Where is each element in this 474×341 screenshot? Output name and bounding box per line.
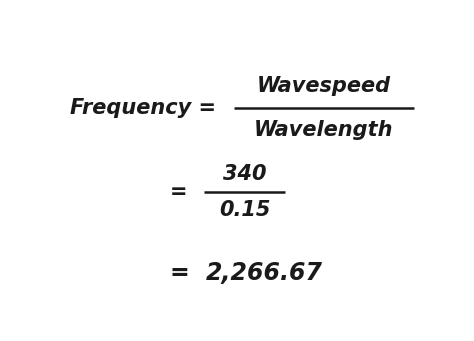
Text: =: =	[169, 261, 189, 285]
Text: 2,266.67: 2,266.67	[206, 261, 323, 285]
Text: 0.15: 0.15	[219, 200, 271, 220]
Text: Wavespeed: Wavespeed	[257, 76, 391, 95]
Text: 340: 340	[223, 164, 266, 183]
Text: Wavelength: Wavelength	[254, 120, 393, 140]
Text: =: =	[169, 182, 187, 202]
Text: Frequency =: Frequency =	[70, 98, 216, 118]
